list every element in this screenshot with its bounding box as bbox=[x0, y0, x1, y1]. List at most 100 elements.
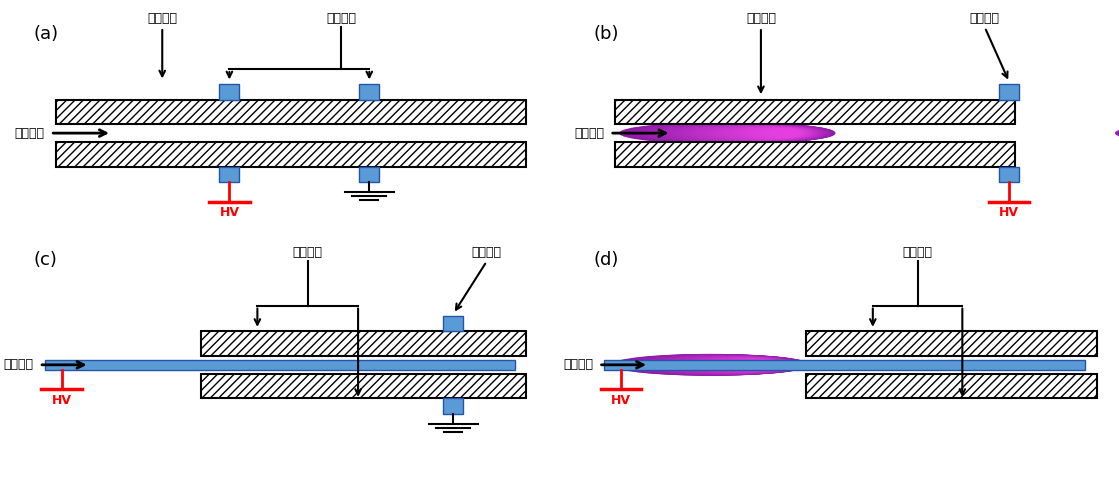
Ellipse shape bbox=[664, 124, 825, 142]
Ellipse shape bbox=[649, 124, 828, 142]
Ellipse shape bbox=[740, 127, 807, 139]
Ellipse shape bbox=[626, 123, 834, 143]
Ellipse shape bbox=[689, 357, 791, 372]
Ellipse shape bbox=[689, 125, 819, 141]
Ellipse shape bbox=[1116, 124, 1119, 142]
Ellipse shape bbox=[696, 125, 817, 141]
Ellipse shape bbox=[667, 124, 824, 142]
Ellipse shape bbox=[736, 127, 808, 139]
Ellipse shape bbox=[751, 128, 805, 138]
Ellipse shape bbox=[652, 356, 800, 374]
Text: 绝缘介质: 绝缘介质 bbox=[746, 12, 775, 25]
Bar bbox=[56, 100, 526, 124]
Ellipse shape bbox=[687, 125, 819, 141]
Text: HV: HV bbox=[999, 207, 1019, 219]
Ellipse shape bbox=[733, 127, 809, 139]
Ellipse shape bbox=[645, 355, 801, 374]
Ellipse shape bbox=[629, 123, 833, 143]
Ellipse shape bbox=[693, 125, 818, 141]
Bar bbox=[201, 374, 526, 398]
Bar bbox=[45, 360, 515, 370]
Text: 绝缘介质: 绝缘介质 bbox=[903, 246, 932, 259]
Ellipse shape bbox=[762, 129, 802, 138]
Ellipse shape bbox=[703, 358, 788, 372]
Bar bbox=[806, 331, 1097, 356]
Text: (d): (d) bbox=[593, 251, 619, 270]
Text: HV: HV bbox=[611, 394, 631, 407]
Ellipse shape bbox=[681, 357, 793, 373]
Ellipse shape bbox=[774, 130, 799, 137]
Ellipse shape bbox=[725, 127, 810, 140]
Bar bbox=[806, 374, 1097, 398]
Bar bbox=[999, 167, 1019, 182]
Ellipse shape bbox=[674, 357, 794, 373]
Ellipse shape bbox=[697, 358, 789, 372]
Text: 工作气体: 工作气体 bbox=[3, 358, 34, 371]
Ellipse shape bbox=[684, 125, 820, 141]
Ellipse shape bbox=[631, 355, 805, 375]
Ellipse shape bbox=[702, 126, 816, 141]
Ellipse shape bbox=[643, 124, 829, 142]
Text: 环形电极: 环形电极 bbox=[327, 12, 356, 25]
Ellipse shape bbox=[620, 123, 835, 143]
Ellipse shape bbox=[628, 355, 806, 375]
Ellipse shape bbox=[684, 357, 792, 372]
Text: 环形电极: 环形电极 bbox=[970, 12, 999, 25]
Ellipse shape bbox=[732, 360, 781, 370]
Text: 工作气体: 工作气体 bbox=[15, 127, 45, 140]
Ellipse shape bbox=[705, 358, 788, 371]
Ellipse shape bbox=[711, 358, 787, 371]
Ellipse shape bbox=[612, 354, 809, 375]
Ellipse shape bbox=[618, 355, 808, 375]
Ellipse shape bbox=[745, 128, 806, 139]
Ellipse shape bbox=[716, 126, 812, 140]
Ellipse shape bbox=[726, 359, 782, 370]
Ellipse shape bbox=[681, 125, 820, 141]
Ellipse shape bbox=[679, 357, 793, 373]
Ellipse shape bbox=[620, 355, 807, 375]
Ellipse shape bbox=[756, 128, 803, 138]
Ellipse shape bbox=[769, 129, 800, 137]
Text: 工作气体: 工作气体 bbox=[563, 358, 593, 371]
Ellipse shape bbox=[740, 360, 780, 369]
Ellipse shape bbox=[687, 357, 792, 372]
Bar bbox=[201, 331, 526, 356]
Ellipse shape bbox=[780, 130, 798, 136]
Ellipse shape bbox=[727, 127, 810, 140]
Ellipse shape bbox=[743, 360, 779, 369]
Bar bbox=[615, 142, 1015, 167]
Ellipse shape bbox=[658, 124, 826, 142]
Ellipse shape bbox=[655, 124, 827, 142]
Ellipse shape bbox=[704, 126, 816, 141]
Text: 绝缘介质: 绝缘介质 bbox=[293, 246, 322, 259]
Ellipse shape bbox=[745, 361, 779, 369]
Bar bbox=[999, 84, 1019, 100]
Ellipse shape bbox=[716, 359, 786, 371]
Ellipse shape bbox=[623, 123, 834, 143]
Text: HV: HV bbox=[219, 207, 239, 219]
Text: 环形电极: 环形电极 bbox=[472, 246, 501, 259]
Ellipse shape bbox=[722, 127, 811, 140]
Ellipse shape bbox=[722, 359, 783, 371]
Ellipse shape bbox=[731, 127, 809, 140]
Ellipse shape bbox=[756, 361, 775, 368]
Ellipse shape bbox=[724, 359, 783, 370]
Text: 绝缘介质: 绝缘介质 bbox=[148, 12, 177, 25]
Ellipse shape bbox=[698, 126, 817, 141]
Ellipse shape bbox=[649, 356, 800, 374]
Bar bbox=[604, 360, 1085, 370]
Ellipse shape bbox=[646, 124, 829, 142]
Ellipse shape bbox=[658, 356, 799, 374]
Ellipse shape bbox=[641, 355, 802, 374]
Ellipse shape bbox=[753, 361, 777, 368]
Ellipse shape bbox=[749, 361, 778, 369]
Ellipse shape bbox=[675, 125, 822, 141]
Ellipse shape bbox=[634, 123, 831, 143]
Ellipse shape bbox=[633, 355, 805, 374]
Ellipse shape bbox=[640, 123, 830, 143]
Ellipse shape bbox=[614, 354, 808, 375]
Ellipse shape bbox=[660, 124, 826, 142]
Text: 工作气体: 工作气体 bbox=[574, 127, 604, 140]
Bar bbox=[219, 84, 239, 100]
Ellipse shape bbox=[759, 362, 775, 368]
